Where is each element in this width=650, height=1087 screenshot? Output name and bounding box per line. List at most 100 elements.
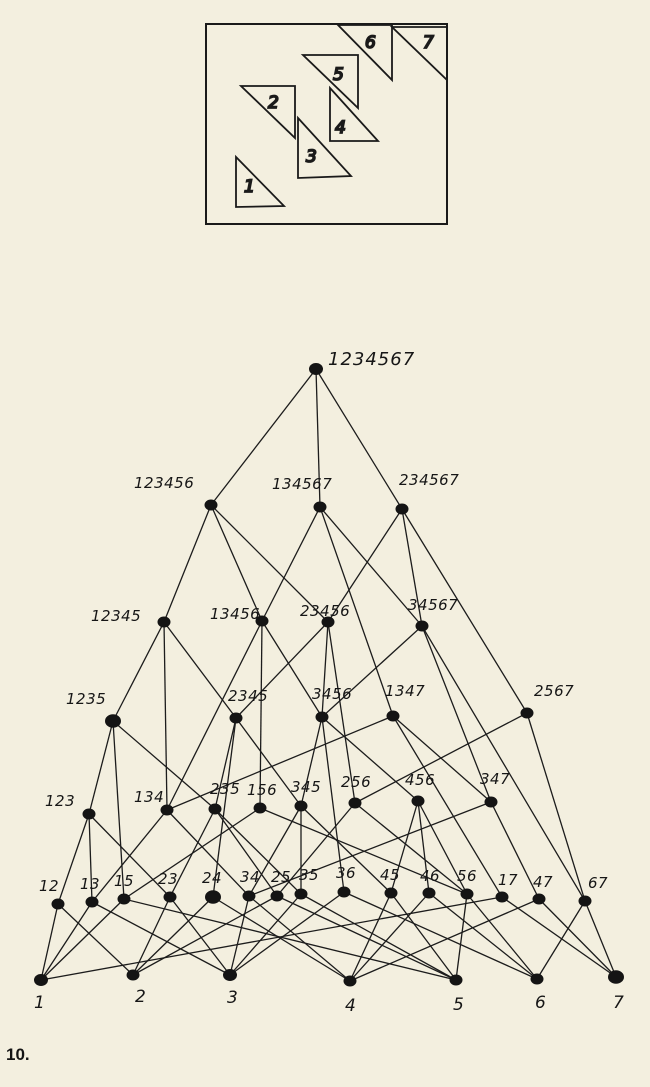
lattice-edge [321, 716, 345, 893]
node-label-13456: 13456 [210, 605, 260, 623]
node-label-34: 34 [240, 868, 260, 886]
node-456 [411, 795, 425, 807]
node-label-45: 45 [380, 866, 400, 884]
node-156 [253, 802, 267, 814]
inset-triangle-number: 4 [335, 118, 346, 138]
lattice-edge [319, 506, 394, 717]
lattice-edge [300, 893, 457, 981]
lattice-edge [40, 896, 503, 981]
lattice-edge [392, 715, 503, 898]
node-34 [242, 890, 256, 902]
lattice-edge [163, 621, 237, 719]
node-label-1235: 1235 [66, 690, 106, 708]
node-1235 [105, 714, 121, 728]
node-46 [422, 887, 436, 899]
lattice-edge [112, 720, 125, 900]
lattice-edge [421, 625, 586, 902]
inset-triangle-7 [389, 26, 448, 83]
node-label-6: 6 [535, 993, 546, 1013]
lattice-edge [259, 620, 263, 809]
lattice-edge [248, 801, 492, 897]
node-12345 [157, 616, 171, 628]
node-5 [449, 974, 463, 986]
lattice-edge [466, 893, 538, 980]
node-label-34567: 34567 [408, 596, 458, 614]
node-label-134: 134 [134, 788, 164, 806]
lattice-edge [321, 625, 423, 718]
lattice-edge [40, 903, 59, 981]
node-345 [294, 800, 308, 812]
lattice-edge [112, 621, 165, 722]
lattice-edge [248, 895, 351, 982]
lattice-edge [390, 800, 419, 894]
lattice-edge [327, 621, 356, 804]
node-label-3456: 3456 [312, 685, 352, 703]
inset-triangle-number: 7 [423, 33, 434, 53]
node-label-2: 2 [135, 987, 146, 1007]
lattice-edge [88, 813, 93, 903]
node-13456 [255, 615, 269, 627]
node-label-12345: 12345 [91, 607, 141, 625]
node-23456 [321, 616, 335, 628]
inset-triangle-4 [329, 85, 381, 142]
node-35 [294, 888, 308, 900]
node-label-1: 1 [34, 993, 45, 1013]
node-label-123: 123 [45, 792, 75, 810]
inset-triangle-number: 1 [244, 177, 255, 197]
node-label-46: 46 [420, 867, 440, 885]
lattice-edge [169, 896, 231, 976]
node-label-156: 156 [247, 781, 277, 799]
lattice-edge [166, 809, 250, 897]
lattice-edge [235, 621, 329, 719]
node-label-456: 456 [405, 771, 435, 789]
lattice-edge [354, 802, 468, 895]
lattice-edge [490, 801, 540, 900]
node-label-13: 13 [80, 875, 100, 893]
lattice-edge [354, 712, 528, 804]
lattice-edge [401, 508, 528, 714]
node-234567 [395, 503, 409, 515]
inset-triangle-2 [238, 85, 296, 141]
lattice-edge [210, 504, 263, 622]
node-47 [532, 893, 546, 905]
lattice-edge [235, 717, 302, 807]
inset-triangle-6 [335, 24, 393, 83]
lattice-edge [88, 720, 114, 815]
node-12 [51, 898, 65, 910]
node-label-345: 345 [291, 778, 321, 796]
node-label-56: 56 [457, 867, 477, 885]
node-label-2345: 2345 [228, 687, 268, 705]
node-label-123456: 123456 [134, 474, 194, 492]
lattice-edge [40, 901, 93, 981]
node-label-67: 67 [588, 874, 608, 892]
node-label-25: 25 [271, 868, 291, 886]
node-label-15: 15 [114, 872, 134, 890]
inset-frame [205, 23, 448, 225]
node-2 [126, 969, 140, 981]
node-347 [484, 796, 498, 808]
node-label-235: 235 [210, 780, 240, 798]
lattice-edge [401, 508, 423, 627]
lattice-edges [40, 368, 617, 982]
lattice-edge [315, 368, 403, 510]
lattice-edge [132, 896, 214, 976]
lattice-edge [210, 368, 317, 506]
node-13 [85, 896, 99, 908]
lattice-edge [212, 717, 237, 898]
lattice-edge [123, 898, 457, 981]
lattice-edge [166, 620, 263, 811]
lattice-edge [300, 805, 392, 894]
lattice-edge [349, 892, 392, 982]
lattice-edge [214, 808, 302, 895]
node-134 [160, 804, 174, 816]
node-67 [578, 895, 592, 907]
lattice-edge [40, 898, 125, 981]
node-45 [384, 887, 398, 899]
node-6 [530, 973, 544, 985]
lattice-edge [132, 895, 278, 976]
lattice-edge [57, 813, 90, 905]
node-24 [205, 890, 221, 904]
node-4 [343, 975, 357, 987]
node-label-7: 7 [613, 993, 624, 1013]
node-label-4: 4 [345, 996, 356, 1016]
